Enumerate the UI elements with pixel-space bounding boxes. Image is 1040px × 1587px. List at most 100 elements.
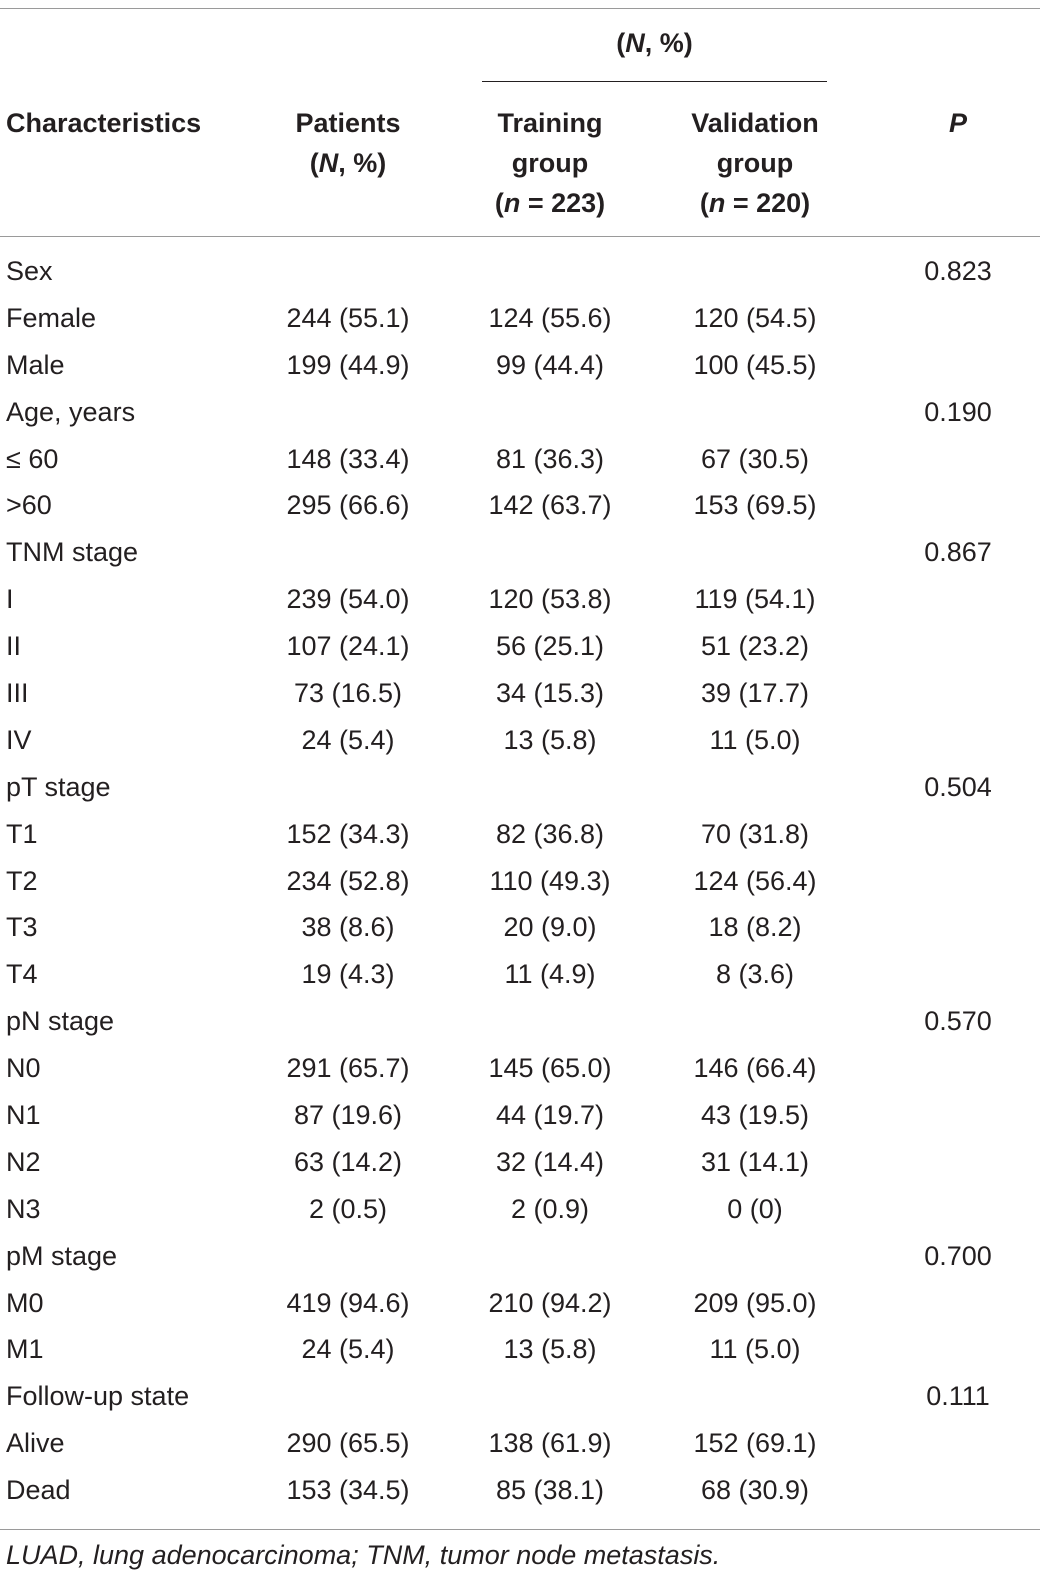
row-label: M1 — [6, 1334, 44, 1365]
span-header-n-percent: (N, %) — [616, 28, 693, 58]
header-training-group: Training group (n = 223) — [450, 103, 650, 223]
cell-validation: 209 (95.0) — [693, 1287, 817, 1318]
row-label: T4 — [6, 959, 38, 990]
cell-training: 210 (94.2) — [488, 1287, 612, 1318]
cell-p-value: 0.700 — [924, 1240, 992, 1271]
table-row: T1 152 (34.3) 82 (36.8) 70 (31.8) — [0, 811, 1040, 858]
row-label: pT stage — [6, 771, 111, 802]
cell-validation: 120 (54.5) — [693, 302, 817, 333]
cell-validation: 0 (0) — [727, 1193, 783, 1224]
cell-patients: 244 (55.1) — [286, 302, 410, 333]
row-label: Male — [6, 349, 65, 380]
cell-validation: 68 (30.9) — [700, 1475, 810, 1506]
cell-validation: 18 (8.2) — [708, 912, 802, 943]
table-row: Alive 290 (65.5) 138 (61.9) 152 (69.1) — [0, 1420, 1040, 1467]
cell-validation: 153 (69.5) — [693, 490, 817, 521]
table-footnote: LUAD, lung adenocarcinoma; TNM, tumor no… — [6, 1540, 721, 1570]
header-patients: Patients (N, %) — [248, 103, 448, 183]
row-label: N3 — [6, 1193, 41, 1224]
table-row: >60 295 (66.6) 142 (63.7) 153 (69.5) — [0, 482, 1040, 529]
row-label: pN stage — [6, 1006, 115, 1037]
header-validation-line1: Validation — [691, 108, 819, 138]
cell-training: 124 (55.6) — [488, 302, 612, 333]
row-label: Age, years — [6, 396, 136, 427]
cell-training: 20 (9.0) — [503, 912, 597, 943]
row-label: N0 — [6, 1053, 41, 1084]
row-label: Female — [6, 302, 97, 333]
header-characteristics: Characteristics — [6, 103, 276, 143]
cell-patients: 107 (24.1) — [286, 631, 410, 662]
header-p-value: P — [858, 103, 1040, 143]
span-header-rule — [482, 81, 827, 82]
table-row: pM stage 0.700 — [0, 1233, 1040, 1280]
cell-patients: 152 (34.3) — [286, 818, 410, 849]
row-label: III — [6, 678, 29, 709]
table-row: pT stage 0.504 — [0, 764, 1040, 811]
cell-validation: 146 (66.4) — [693, 1053, 817, 1084]
cell-patients: 153 (34.5) — [286, 1475, 410, 1506]
cell-p-value: 0.504 — [924, 771, 992, 802]
cell-training: 56 (25.1) — [495, 631, 605, 662]
cell-patients: 295 (66.6) — [286, 490, 410, 521]
row-label: Alive — [6, 1428, 65, 1459]
cell-patients: 19 (4.3) — [301, 959, 395, 990]
table-row: T2 234 (52.8) 110 (49.3) 124 (56.4) — [0, 858, 1040, 905]
cell-patients: 234 (52.8) — [286, 865, 410, 896]
table-row: IV 24 (5.4) 13 (5.8) 11 (5.0) — [0, 717, 1040, 764]
cell-training: 85 (38.1) — [495, 1475, 605, 1506]
cell-patients: 87 (19.6) — [293, 1100, 403, 1131]
row-label: II — [6, 631, 22, 662]
table-row: ≤ 60 148 (33.4) 81 (36.3) 67 (30.5) — [0, 436, 1040, 483]
table-row: TNM stage 0.867 — [0, 529, 1040, 576]
row-label: >60 — [6, 490, 52, 521]
header-patients-line2: (N, %) — [309, 148, 387, 178]
row-label: N1 — [6, 1100, 41, 1131]
row-label: TNM stage — [6, 537, 139, 568]
row-label: Follow-up state — [6, 1381, 190, 1412]
row-label: Dead — [6, 1475, 71, 1506]
cell-validation: 31 (14.1) — [700, 1146, 810, 1177]
cell-training: 99 (44.4) — [495, 349, 605, 380]
cell-p-value: 0.111 — [926, 1381, 990, 1412]
row-label: M0 — [6, 1287, 44, 1318]
table-row: pN stage 0.570 — [0, 998, 1040, 1045]
table-row: M1 24 (5.4) 13 (5.8) 11 (5.0) — [0, 1326, 1040, 1373]
header-patients-line1: Patients — [295, 108, 401, 138]
table-body: Sex 0.823 Female 244 (55.1) 124 (55.6) 120 (5… — [0, 248, 1040, 1514]
cell-training: 145 (65.0) — [488, 1053, 612, 1084]
row-label: IV — [6, 724, 32, 755]
header-training-line3: (n = 223) — [494, 188, 606, 218]
cell-validation: 43 (19.5) — [700, 1100, 810, 1131]
table-row: I 239 (54.0) 120 (53.8) 119 (54.1) — [0, 576, 1040, 623]
row-label: N2 — [6, 1146, 41, 1177]
table-row: M0 419 (94.6) 210 (94.2) 209 (95.0) — [0, 1280, 1040, 1327]
table-row: N0 291 (65.7) 145 (65.0) 146 (66.4) — [0, 1045, 1040, 1092]
table-row: Follow-up state 0.111 — [0, 1373, 1040, 1420]
cell-validation: 100 (45.5) — [693, 349, 817, 380]
cell-validation: 8 (3.6) — [715, 959, 795, 990]
cell-patients: 290 (65.5) — [286, 1428, 410, 1459]
cell-training: 13 (5.8) — [503, 1334, 597, 1365]
table-row: Dead 153 (34.5) 85 (38.1) 68 (30.9) — [0, 1467, 1040, 1514]
cell-training: 138 (61.9) — [488, 1428, 612, 1459]
cell-training: 82 (36.8) — [495, 818, 605, 849]
cell-training: 13 (5.8) — [503, 724, 597, 755]
row-label: pM stage — [6, 1240, 118, 1271]
header-p-label: P — [948, 108, 967, 138]
table-bottom-rule — [0, 1529, 1040, 1530]
cell-training: 2 (0.9) — [510, 1193, 590, 1224]
row-label: T1 — [6, 818, 38, 849]
cell-training: 142 (63.7) — [488, 490, 612, 521]
table-row: N3 2 (0.5) 2 (0.9) 0 (0) — [0, 1186, 1040, 1233]
cell-p-value: 0.867 — [924, 537, 992, 568]
table-row: Female 244 (55.1) 124 (55.6) 120 (54.5) — [0, 295, 1040, 342]
cell-training: 11 (4.9) — [504, 959, 596, 990]
cell-patients: 419 (94.6) — [286, 1287, 410, 1318]
table-row: Male 199 (44.9) 99 (44.4) 100 (45.5) — [0, 342, 1040, 389]
cell-training: 110 (49.3) — [489, 865, 611, 896]
cell-p-value: 0.190 — [924, 396, 992, 427]
header-validation-line3: (n = 220) — [699, 188, 811, 218]
header-bottom-rule — [0, 236, 1040, 237]
table-row: Sex 0.823 — [0, 248, 1040, 295]
header-training-line2: group — [511, 148, 589, 178]
